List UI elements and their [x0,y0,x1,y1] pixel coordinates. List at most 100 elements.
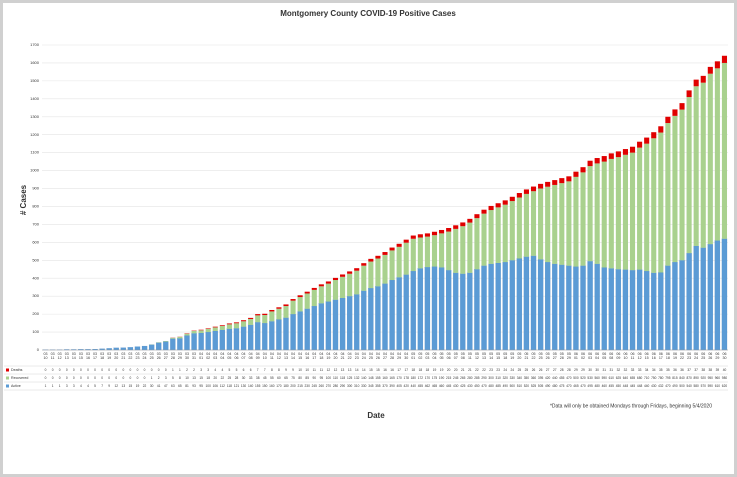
table-cell: 430 [453,384,459,388]
bar-segment [375,286,381,351]
x-tick-label: 03 20 [114,352,118,360]
x-tick-label: 03 31 [192,352,196,360]
y-tick-label: 0 [37,347,40,352]
table-cell: 170 [276,384,282,388]
bar-segment [601,156,607,162]
table-cell: 100 [206,384,212,388]
x-tick-label: 06 18 [666,352,670,360]
bar-segment [467,272,473,351]
table-cell: 4 [80,384,82,388]
table-cell: 12 [334,368,338,372]
x-tick-label: 03 13 [65,352,69,360]
bar-segment [226,324,232,329]
bar-segment [219,329,225,351]
x-tick-label: 04 20 [333,352,337,360]
table-cell: 395 [538,376,544,380]
bar-segment [672,261,678,351]
table-cell: 345 [368,384,374,388]
table-cell: 405 [396,384,402,388]
bar-segment [700,82,706,248]
table-cell: 950 [708,376,714,380]
x-tick-label: 03 29 [178,352,182,360]
table-cell: 0 [66,368,68,372]
x-tick-label: 03 15 [79,352,83,360]
table-cell: 0 [130,376,132,380]
bar-segment [410,238,416,272]
bar-segment [658,132,664,273]
bar-segment [424,233,430,237]
bar-segment [488,205,494,211]
table-cell: 440 [411,384,417,388]
y-tick-label: 1000 [30,168,40,173]
x-tick-label: 06 23 [687,352,691,360]
table-cell: 290 [481,376,487,380]
table-cell: 21 [468,368,472,372]
table-cell: 0 [87,376,89,380]
table-cell: 155 [255,384,261,388]
bar-segment [297,311,303,351]
table-cell: 160 [382,376,388,380]
table-cell: 370 [382,384,388,388]
table-cell: 22 [482,368,486,372]
table-cell: 22 [143,384,147,388]
y-tick-label: 1400 [30,96,40,101]
x-tick-label: 05 08 [461,352,465,360]
bar-segment [679,109,685,261]
bar-segment [608,158,614,269]
table-cell: 160 [269,384,275,388]
bar-segment [700,247,706,351]
x-tick-label: 06 24 [694,352,698,360]
table-cell: 0 [165,368,167,372]
table-cell: 8 [278,368,280,372]
bar-segment [474,218,480,270]
bar-segment [481,209,487,214]
table-cell: 455 [418,384,424,388]
table-cell: 33 [249,376,253,380]
x-tick-label: 05 07 [454,352,458,360]
table-cell: 750 [651,376,657,380]
table-cell: 470 [580,384,586,388]
bar-segment [502,200,508,205]
y-tick-label: 200 [32,311,39,316]
bar-segment [332,277,339,281]
table-cell: 540 [686,384,692,388]
bar-segment [311,289,317,307]
table-cell: 24 [511,368,515,372]
bar-segment [262,313,268,316]
bar-segment [417,237,423,269]
table-cell: 480 [595,384,601,388]
table-cell: 440 [644,384,650,388]
bar-segment [658,126,664,133]
x-tick-label: 05 28 [560,352,564,360]
y-tick-label: 1700 [30,42,40,47]
table-cell: 150 [262,384,268,388]
table-cell: 0 [115,368,117,372]
bar-segment [290,314,296,351]
table-cell: 1 [52,384,54,388]
bar-segment [191,333,197,351]
bar-segment [608,268,614,351]
bar-segment [523,193,529,257]
bar-segment [297,297,303,312]
bar-segment [587,160,593,167]
bar-segment [629,152,636,271]
x-tick-label: 06 11 [631,352,635,360]
table-cell: 470 [566,376,572,380]
table-cell: 65 [284,376,288,380]
legend-swatch [6,376,9,380]
table-cell: 0 [45,376,47,380]
bar-segment [255,314,261,316]
table-cell: 320 [503,376,509,380]
x-tick-label: 04 22 [348,352,352,360]
table-cell: 0 [80,376,82,380]
table-cell: 500 [573,376,579,380]
table-cell: 26 [532,368,536,372]
bar-segment [396,277,402,351]
x-tick-label: 03 23 [135,352,139,360]
bar-segment [721,62,728,239]
table-cell: 25 [518,368,522,372]
table-cell: 18 [426,368,430,372]
bar-segment [665,123,671,266]
x-tick-label: 05 15 [496,352,500,360]
table-cell: 29 [574,368,578,372]
